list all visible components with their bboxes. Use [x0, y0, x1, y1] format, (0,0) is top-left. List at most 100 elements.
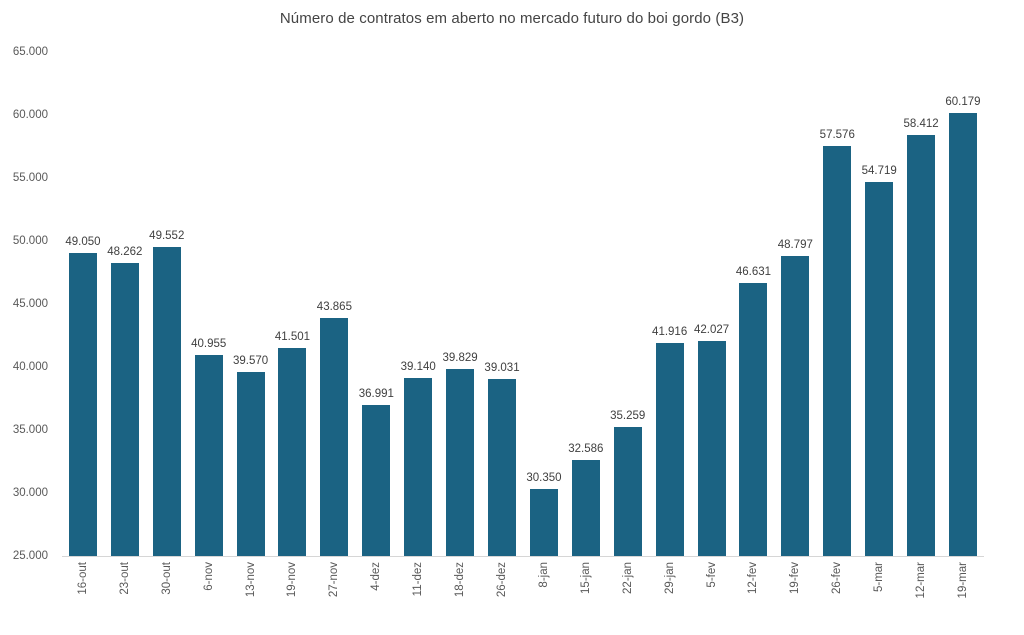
bar [404, 377, 433, 556]
bar-column: 57.576 26-fev [816, 52, 858, 594]
bar-value-label: 46.631 [735, 266, 772, 279]
x-axis-tick-label: 5-fev [705, 562, 718, 588]
bar-value-label: 48.797 [777, 239, 813, 252]
bar-column: 48.262 23-out [104, 52, 146, 595]
x-axis-tick-label: 22-jan [621, 562, 634, 594]
bar-value-label: 40.955 [191, 337, 227, 350]
bar-column: 39.829 18-dez [439, 52, 481, 597]
x-axis-tick-label: 19-mar [956, 562, 969, 599]
bar [446, 369, 475, 556]
bar-column: 49.552 30-out [146, 52, 188, 595]
bar-column: 48.797 19-fev [774, 52, 816, 594]
bar-column: 32.586 15-jan [565, 52, 607, 594]
bar-value-label: 42.027 [693, 324, 730, 337]
bar [110, 262, 139, 556]
x-axis-tick-label: 18-dez [454, 562, 467, 598]
bar-column: 36.991 4-dez [355, 52, 397, 591]
bar-column: 58.412 12-mar [900, 52, 942, 598]
bar-value-label: 41.916 [652, 325, 688, 338]
bar-column: 49.050 16-out [62, 52, 104, 595]
x-axis-tick-label: 11-dez [412, 562, 425, 597]
bar [781, 256, 810, 556]
bar-column: 41.916 29-jan [649, 52, 691, 594]
bar [236, 372, 265, 556]
x-axis-tick-label: 16-out [76, 562, 89, 595]
x-axis-tick-label: 8-jan [537, 562, 550, 588]
bar [697, 341, 726, 556]
x-axis-tick-label: 30-out [160, 562, 173, 595]
bar [529, 488, 558, 556]
bar [948, 112, 977, 556]
bar-value-label: 49.552 [149, 229, 185, 242]
y-axis-tick-label: 45.000 [12, 298, 48, 310]
bar [362, 404, 391, 556]
y-axis-tick-label: 55.000 [12, 172, 48, 184]
bar [68, 252, 97, 556]
bar-value-label: 57.576 [819, 128, 855, 141]
y-axis-tick-label: 60.000 [12, 109, 48, 121]
bar-value-label: 32.586 [568, 443, 604, 456]
y-axis-tick-label: 25.000 [12, 550, 48, 562]
bar [655, 342, 684, 556]
y-axis-tick-label: 35.000 [12, 424, 48, 436]
bar-column: 43.865 27-nov [313, 52, 355, 597]
bar-value-label: 60.179 [945, 95, 981, 108]
bar [823, 145, 852, 556]
bar-value-label: 39.570 [232, 355, 269, 368]
bar-column: 40.955 6-nov [188, 52, 230, 591]
x-axis-tick-label: 6-nov [202, 562, 215, 591]
x-axis-tick-label: 15-jan [579, 562, 592, 594]
x-axis-tick-label: 5-mar [873, 562, 886, 593]
bar-column: 46.631 12-fev [733, 52, 775, 594]
bar-column: 39.570 13-nov [230, 52, 272, 597]
bar [613, 426, 642, 556]
bar-value-label: 35.259 [610, 409, 646, 422]
bar-column: 30.350 8-jan [523, 52, 565, 588]
bar [907, 135, 936, 556]
x-axis-tick-label: 27-nov [328, 562, 341, 598]
bar-value-label: 43.865 [316, 301, 352, 314]
x-axis-tick-label: 29-jan [663, 562, 676, 594]
bar-column: 42.027 5-fev [691, 52, 733, 587]
bar-value-label: 58.412 [903, 118, 939, 131]
y-axis-tick-label: 65.000 [12, 46, 48, 58]
x-axis-tick-label: 23-out [118, 562, 131, 595]
bar-column: 35.259 22-jan [607, 52, 649, 594]
bar [194, 354, 223, 556]
bar-column: 39.031 26-dez [481, 52, 523, 597]
bar-value-label: 49.050 [65, 235, 101, 248]
bar [488, 379, 517, 556]
chart-title: Número de contratos em aberto no mercado… [279, 10, 745, 27]
x-axis-tick-label: 12-mar [915, 562, 928, 599]
x-axis-tick-label: 19-fev [789, 562, 802, 594]
bar-column: 60.179 19-mar [942, 52, 984, 599]
y-axis-tick-label: 30.000 [12, 487, 48, 499]
bar-value-label: 39.031 [484, 362, 520, 375]
bar-value-label: 30.350 [526, 471, 562, 484]
y-axis-tick-label: 50.000 [12, 235, 48, 247]
bar-value-label: 48.262 [107, 245, 143, 258]
bar-column: 39.140 11-dez [397, 52, 439, 596]
y-axis-tick-label: 40.000 [12, 361, 48, 373]
bar [739, 283, 768, 556]
bar-value-label: 54.719 [861, 164, 897, 177]
x-axis-tick-label: 26-dez [496, 562, 509, 598]
bar [152, 246, 181, 556]
x-axis-tick-label: 13-nov [244, 562, 257, 598]
bar-column: 54.719 5-mar [858, 52, 900, 592]
bar-value-label: 39.140 [400, 360, 436, 373]
bar [571, 460, 600, 556]
bar-column: 41.501 19-nov [272, 52, 314, 597]
x-axis-tick-label: 26-fev [831, 562, 844, 594]
x-axis-tick-label: 12-fev [747, 562, 760, 594]
plot-area: 49.050 16-out 48.262 23-out 49.552 30-out 40.9… [62, 52, 984, 599]
y-axis: 65.000 60.000 55.000 50.000 45.000 40.000 35.0… [0, 46, 48, 562]
bar [865, 181, 894, 556]
bar-value-label: 36.991 [358, 387, 394, 400]
bar-value-label: 41.501 [274, 331, 311, 344]
x-axis-tick-label: 19-nov [286, 562, 299, 598]
bar [278, 348, 307, 556]
bar [320, 318, 349, 556]
bar-value-label: 39.829 [442, 352, 478, 365]
